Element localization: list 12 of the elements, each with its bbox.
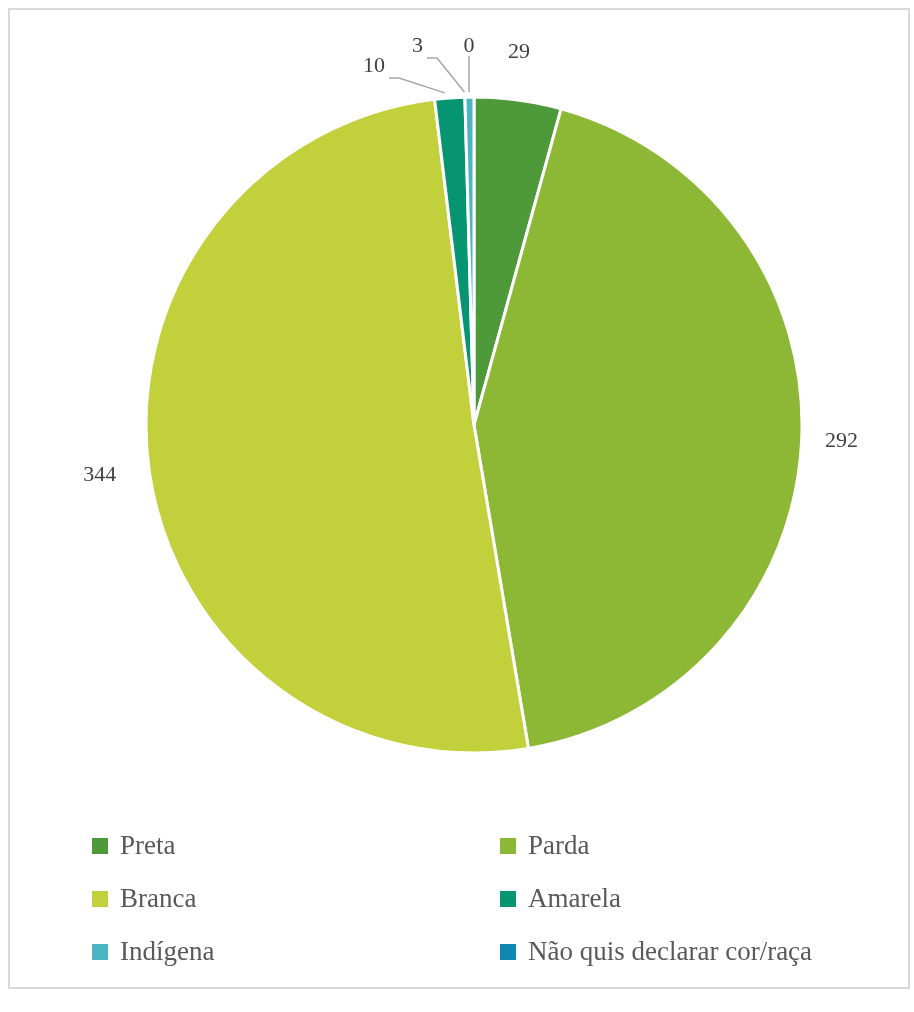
data-label: 292 [825, 426, 859, 452]
legend-label: Branca [120, 883, 197, 914]
data-label: 10 [363, 52, 385, 77]
data-label: 29 [507, 37, 530, 63]
legend-label: Indígena [120, 936, 215, 967]
data-label: 344 [83, 460, 117, 486]
legend-label: Parda [528, 830, 590, 861]
legend-label: Amarela [528, 883, 621, 914]
legend-label: Não quis declarar cor/raça [528, 936, 813, 967]
legend-label: Preta [120, 830, 176, 861]
text: 0 [463, 32, 475, 57]
data-label: 3 [412, 32, 423, 57]
